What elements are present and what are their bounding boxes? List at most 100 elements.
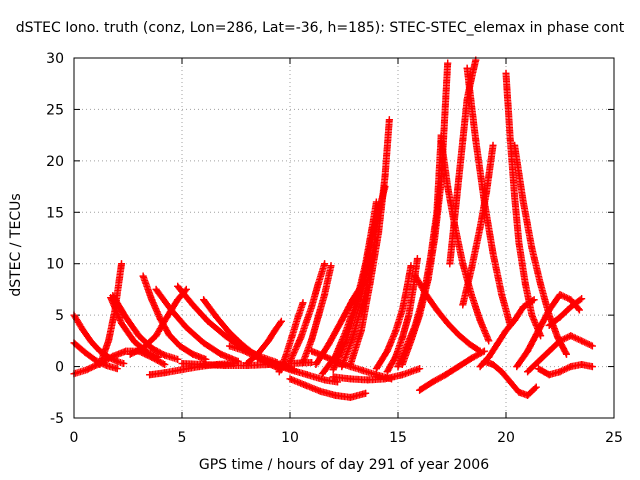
y-tick-label: 5 xyxy=(55,308,64,324)
data-point xyxy=(498,291,506,299)
data-point xyxy=(416,311,424,319)
data-point xyxy=(476,363,484,371)
y-tick-label: -5 xyxy=(50,411,64,427)
data-point xyxy=(459,136,467,144)
data-point xyxy=(515,239,523,247)
data-point xyxy=(556,368,564,376)
x-tick-label: 10 xyxy=(281,430,299,446)
data-point xyxy=(113,357,121,365)
data-point xyxy=(416,386,424,394)
data-point xyxy=(299,299,307,307)
data-point xyxy=(264,337,272,345)
data-point xyxy=(139,272,147,280)
data-point xyxy=(437,136,445,144)
data-point xyxy=(405,311,413,319)
data-point xyxy=(312,361,320,369)
data-point xyxy=(472,136,480,144)
data-point xyxy=(485,337,493,345)
data-point xyxy=(346,393,354,401)
data-point xyxy=(156,315,164,323)
data-point xyxy=(459,301,467,309)
data-point xyxy=(411,272,419,280)
data-point xyxy=(575,306,583,314)
data-point xyxy=(588,342,596,350)
data-point xyxy=(362,265,370,273)
data-point xyxy=(513,363,521,371)
data-point xyxy=(416,365,424,373)
data-point xyxy=(506,378,514,386)
data-point xyxy=(122,313,130,321)
data-point xyxy=(483,188,491,196)
series-track xyxy=(446,56,480,268)
data-point xyxy=(511,141,519,149)
x-tick-label: 25 xyxy=(605,430,623,446)
data-point xyxy=(135,332,143,340)
data-point xyxy=(226,342,234,350)
data-point xyxy=(467,291,475,299)
data-point xyxy=(394,363,402,371)
data-point xyxy=(163,313,171,321)
data-point xyxy=(314,280,322,288)
x-tick-label: 20 xyxy=(497,430,515,446)
data-point xyxy=(338,363,346,371)
data-point xyxy=(454,331,462,339)
data-point xyxy=(556,291,564,299)
data-point xyxy=(409,285,417,293)
data-point xyxy=(431,234,439,242)
data-point xyxy=(217,350,225,358)
data-point xyxy=(524,347,532,355)
data-point xyxy=(325,340,333,348)
data-point xyxy=(381,172,389,180)
data-point xyxy=(126,350,134,358)
data-point xyxy=(130,338,138,346)
data-point xyxy=(327,262,335,270)
data-point xyxy=(567,332,575,340)
data-point xyxy=(480,347,488,355)
data-point xyxy=(476,316,484,324)
data-point xyxy=(364,376,372,384)
data-point xyxy=(81,348,89,356)
data-point xyxy=(433,306,441,314)
data-point xyxy=(359,367,367,375)
series-track xyxy=(243,317,285,367)
data-point xyxy=(383,347,391,355)
data-point xyxy=(398,361,406,369)
data-point xyxy=(511,316,519,324)
data-point xyxy=(321,376,329,384)
x-tick-label: 15 xyxy=(389,430,407,446)
data-point xyxy=(398,306,406,314)
data-point xyxy=(189,301,197,309)
data-point xyxy=(308,347,316,355)
y-tick-label: 30 xyxy=(46,51,64,67)
y-tick-label: 20 xyxy=(46,154,64,170)
data-point xyxy=(271,327,279,335)
data-point xyxy=(383,368,391,376)
series-track xyxy=(126,285,190,358)
data-point xyxy=(286,366,294,374)
data-point xyxy=(139,344,147,352)
series-markers xyxy=(416,347,488,394)
data-point xyxy=(286,357,294,365)
series-track xyxy=(346,116,393,369)
data-point xyxy=(269,359,277,367)
series-track xyxy=(524,332,596,376)
data-point xyxy=(515,388,523,396)
x-tick-label: 0 xyxy=(70,430,79,446)
data-point xyxy=(152,332,160,340)
series-markers xyxy=(446,56,480,268)
data-point xyxy=(288,332,296,340)
data-point xyxy=(200,296,208,304)
data-point xyxy=(444,183,452,191)
data-point xyxy=(213,313,221,321)
series-track xyxy=(513,291,583,371)
data-point xyxy=(102,362,110,370)
series-track xyxy=(545,295,586,329)
data-point xyxy=(226,329,234,337)
data-point xyxy=(534,365,542,373)
data-point xyxy=(537,280,545,288)
data-point xyxy=(277,317,285,325)
data-point xyxy=(366,280,374,288)
data-point xyxy=(161,361,169,369)
